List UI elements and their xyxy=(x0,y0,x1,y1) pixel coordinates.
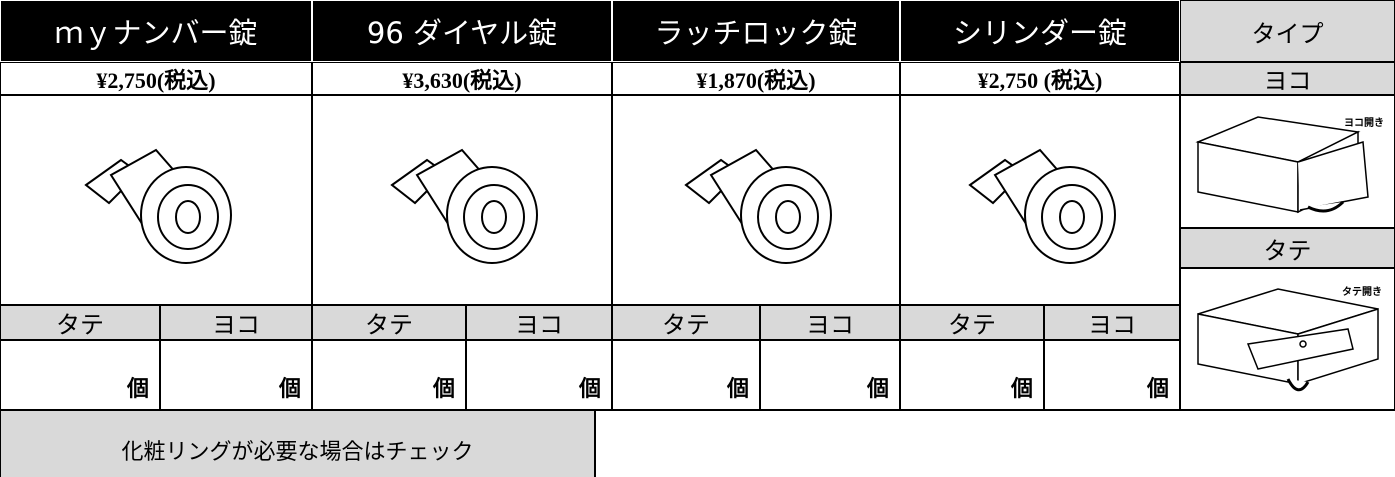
product-price: ¥2,750 (税込) xyxy=(900,62,1180,95)
orientation-label: ヨコ xyxy=(160,305,312,340)
product-name: ラッチロック錠 xyxy=(612,0,900,62)
product-image xyxy=(312,95,612,305)
product-price: ¥1,870(税込) xyxy=(612,62,900,95)
type-image: タテ開き xyxy=(1180,268,1395,410)
orientation-label: タテ xyxy=(612,305,760,340)
product-price: ¥3,630(税込) xyxy=(312,62,612,95)
front-open-image xyxy=(1196,288,1379,392)
lock-image xyxy=(968,148,1116,264)
side-open-image xyxy=(1194,115,1369,213)
quantity-input[interactable]: 個 xyxy=(466,340,612,410)
product-name: シリンダー錠 xyxy=(900,0,1180,62)
lock-image xyxy=(684,148,832,264)
type-option: ヨコ xyxy=(1180,62,1395,95)
product-image xyxy=(612,95,900,305)
quantity-input[interactable]: 個 xyxy=(0,340,160,410)
ring-checkbox[interactable] xyxy=(595,410,1395,477)
ring-label: 化粧リングが必要な場合はチェック xyxy=(0,410,595,477)
product-image xyxy=(900,95,1180,305)
orientation-label: ヨコ xyxy=(1044,305,1180,340)
orientation-label: タテ xyxy=(0,305,160,340)
product-name: 96 ダイヤル錠 xyxy=(312,0,612,62)
caption: ヨコ開き xyxy=(1344,118,1384,129)
type-title: タイプ xyxy=(1180,0,1395,62)
orientation-label: ヨコ xyxy=(760,305,900,340)
lock-image xyxy=(390,148,538,264)
orientation-label: ヨコ xyxy=(466,305,612,340)
quantity-input[interactable]: 個 xyxy=(612,340,760,410)
quantity-input[interactable]: 個 xyxy=(1044,340,1180,410)
quantity-input[interactable]: 個 xyxy=(760,340,900,410)
quantity-input[interactable]: 個 xyxy=(900,340,1044,410)
lock-image xyxy=(84,148,232,264)
quantity-input[interactable]: 個 xyxy=(160,340,312,410)
caption: タテ開き xyxy=(1342,287,1382,298)
type-option: タテ xyxy=(1180,228,1395,268)
type-image: ヨコ開き xyxy=(1180,95,1395,228)
orientation-label: タテ xyxy=(312,305,466,340)
quantity-input[interactable]: 個 xyxy=(312,340,466,410)
product-price: ¥2,750(税込) xyxy=(0,62,312,95)
orientation-label: タテ xyxy=(900,305,1044,340)
product-name: ｍｙナンバー錠 xyxy=(0,0,312,62)
product-image xyxy=(0,95,312,305)
